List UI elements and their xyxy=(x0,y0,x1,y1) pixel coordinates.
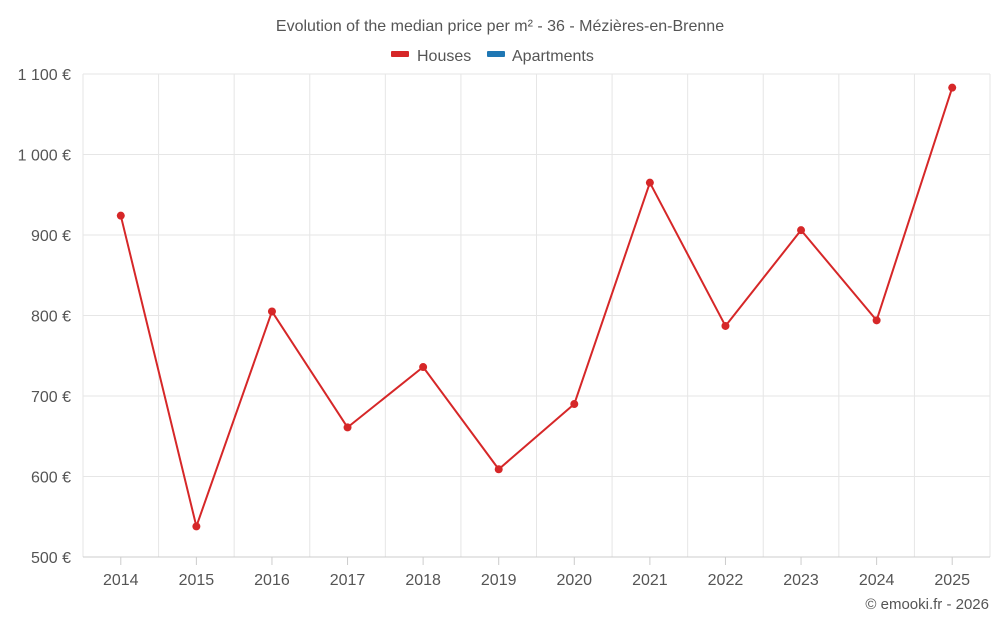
y-tick-label: 1 100 € xyxy=(18,67,71,84)
legend-swatch-houses xyxy=(391,51,409,57)
x-axis-ticks: 2014 2015 2016 2017 2018 2019 2020 2021 2022 2023… xyxy=(103,557,970,589)
data-point-houses[interactable] xyxy=(192,522,201,531)
x-gridlines xyxy=(82,74,991,557)
data-point-houses[interactable] xyxy=(343,423,352,432)
legend-swatch-apartments xyxy=(487,51,505,57)
data-point-houses[interactable] xyxy=(267,307,276,316)
data-point-houses[interactable] xyxy=(721,321,730,330)
x-tick-label: 2020 xyxy=(556,572,592,589)
series-layer xyxy=(116,83,957,531)
series-line-houses xyxy=(119,87,954,528)
x-tick-label: 2016 xyxy=(254,572,290,589)
data-point-houses[interactable] xyxy=(570,400,579,409)
data-point-houses[interactable] xyxy=(948,83,957,92)
legend-item-apartments[interactable]: Apartments xyxy=(487,48,594,65)
data-point-houses[interactable] xyxy=(116,211,125,220)
x-tick-label: 2018 xyxy=(405,572,441,589)
x-tick-label: 2025 xyxy=(934,572,970,589)
x-tick-label: 2015 xyxy=(179,572,215,589)
y-tick-label: 1 000 € xyxy=(18,148,71,165)
data-point-houses[interactable] xyxy=(494,465,503,474)
y-tick-label: 700 € xyxy=(31,389,71,406)
y-tick-label: 800 € xyxy=(31,309,71,326)
x-tick-label: 2014 xyxy=(103,572,139,589)
data-point-houses[interactable] xyxy=(797,226,806,235)
x-tick-label: 2022 xyxy=(708,572,744,589)
data-point-houses[interactable] xyxy=(645,178,654,187)
data-point-houses[interactable] xyxy=(872,316,881,325)
x-tick-label: 2023 xyxy=(783,572,819,589)
x-tick-label: 2019 xyxy=(481,572,517,589)
y-axis-ticks: 500 € 600 € 700 € 800 € 900 € 1 000 € 1 100 € xyxy=(18,67,71,567)
legend-label-apartments: Apartments xyxy=(512,48,594,65)
x-tick-label: 2021 xyxy=(632,572,668,589)
y-tick-label: 600 € xyxy=(31,470,71,487)
x-tick-label: 2017 xyxy=(330,572,366,589)
legend-label-houses: Houses xyxy=(417,48,471,65)
y-tick-label: 500 € xyxy=(31,550,71,567)
y-tick-label: 900 € xyxy=(31,228,71,245)
x-tick-label: 2024 xyxy=(859,572,895,589)
legend-item-houses[interactable]: Houses xyxy=(391,48,471,65)
data-point-houses[interactable] xyxy=(419,363,428,372)
credit-text: © emooki.fr - 2026 xyxy=(865,596,989,613)
chart-title: Evolution of the median price per m² - 3… xyxy=(276,18,724,35)
legend: Houses Apartments xyxy=(391,48,594,65)
